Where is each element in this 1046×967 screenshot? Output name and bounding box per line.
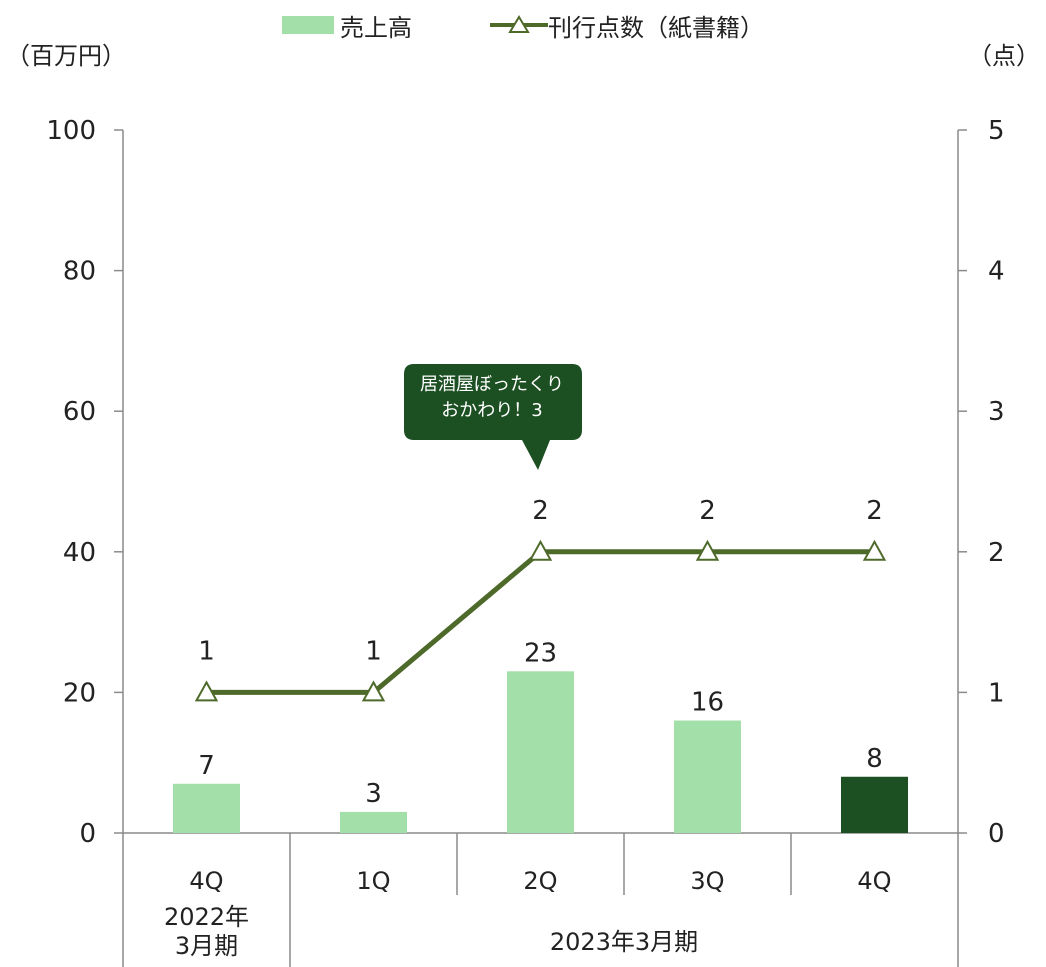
bar — [173, 783, 240, 833]
line-data-label: 1 — [365, 636, 382, 666]
line-point-marker — [862, 539, 887, 561]
right-axis-tick-label: 2 — [988, 538, 1005, 568]
line-point-marker — [194, 680, 219, 702]
legend-label-sales: 売上高 — [340, 13, 412, 42]
left-axis-tick-label: 100 — [46, 116, 96, 146]
legend-item-titles: 刊行点数（紙書籍） — [490, 10, 764, 42]
callout-line-1: 居酒屋ぼったくり — [420, 374, 564, 395]
right-axis-tick-label: 1 — [988, 678, 1005, 708]
bar-data-label: 16 — [691, 688, 724, 718]
right-axis-tick-label: 3 — [988, 397, 1005, 427]
category-label: 4Q — [189, 867, 223, 895]
right-axis-unit: （点） — [968, 42, 1040, 70]
left-axis-unit: （百万円） — [6, 42, 126, 70]
line-point-marker — [695, 539, 720, 561]
right-axis-tick-label: 4 — [988, 257, 1005, 287]
line-data-label: 2 — [866, 496, 883, 526]
bar-data-label: 8 — [866, 744, 883, 774]
bar-data-label: 23 — [524, 638, 557, 668]
bar — [674, 720, 741, 833]
left-axis-tick-label: 80 — [63, 257, 96, 287]
category-label: 1Q — [356, 867, 390, 895]
category-label: 2Q — [523, 867, 557, 895]
right-axis-tick-label: 0 — [988, 819, 1005, 849]
bar — [841, 776, 908, 833]
bar-data-label: 7 — [198, 751, 215, 781]
bar — [340, 811, 407, 833]
line-data-label: 2 — [532, 496, 549, 526]
callout-bubble — [404, 364, 582, 470]
legend-line-triangle-icon — [490, 15, 548, 33]
left-axis-tick-label: 60 — [63, 397, 96, 427]
line-point-marker — [528, 539, 553, 561]
line-data-label: 2 — [699, 496, 716, 526]
right-axis-tick-label: 5 — [988, 116, 1005, 146]
legend-swatch-sales — [282, 16, 334, 34]
left-axis-tick-label: 0 — [79, 819, 96, 849]
line-point-marker — [361, 680, 386, 702]
category-label: 3Q — [690, 867, 724, 895]
bar — [507, 671, 574, 833]
left-axis-tick-label: 20 — [63, 678, 96, 708]
period-label: 2023年3月期 — [550, 928, 698, 956]
category-label: 4Q — [857, 867, 891, 895]
left-axis-tick-label: 40 — [63, 538, 96, 568]
period-label: 3月期 — [175, 932, 238, 960]
legend-label-titles: 刊行点数（紙書籍） — [548, 13, 764, 42]
line-data-label: 1 — [198, 636, 215, 666]
callout-text: 居酒屋ぼったくり おかわり！3 — [402, 372, 582, 424]
bar-data-label: 3 — [365, 779, 382, 809]
period-label: 2022年 — [164, 903, 249, 931]
legend-item-sales: 売上高 — [282, 10, 412, 42]
callout-line-2: おかわり！3 — [441, 400, 543, 421]
